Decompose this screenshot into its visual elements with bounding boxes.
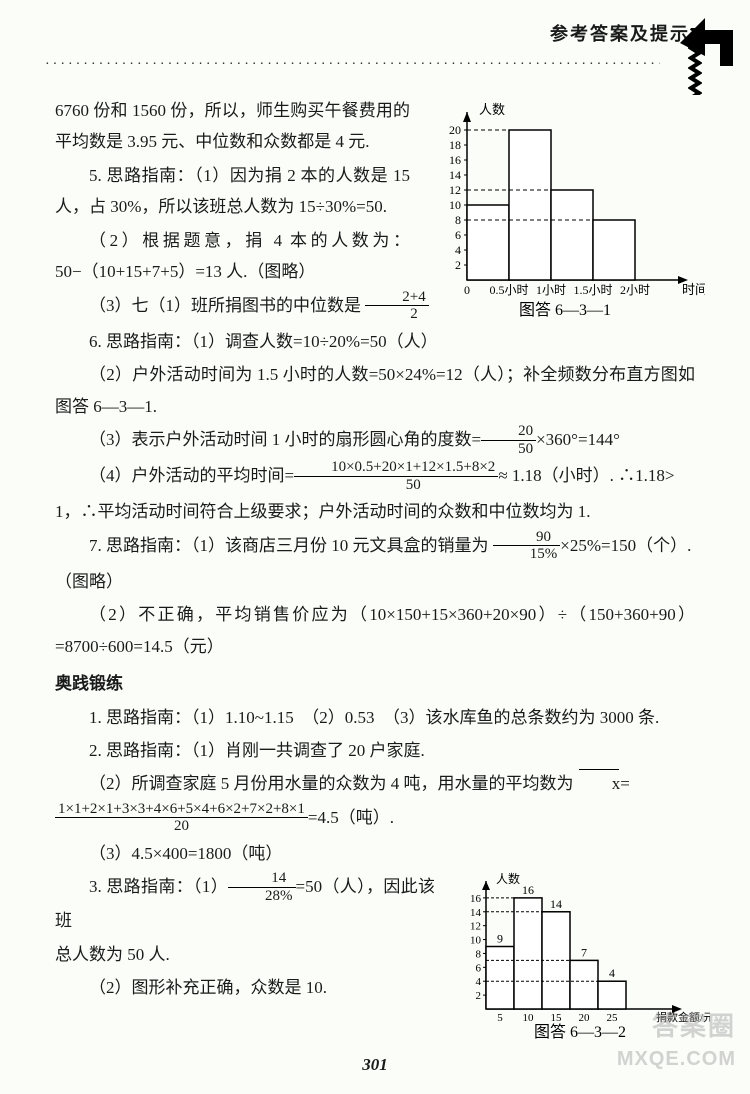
paragraph: （2）户外活动时间为 1.5 小时的人数=50×24%=12（人）；补全频数分布…: [55, 359, 695, 422]
svg-text:16: 16: [449, 153, 461, 167]
text-fragment: ×360°=144°: [536, 430, 620, 449]
paragraph: （图略）: [55, 566, 695, 597]
paragraph: 7. 思路指南：（1）该商店三月份 10 元文具盒的销量为 9015%×25%=…: [55, 530, 695, 564]
fraction: 1×1+2×1+3×3+4×6+5×4+6×2+7×2+8×120: [55, 801, 308, 835]
paragraph: 3. 思路指南：（1）1428%=50（人），因此该班: [55, 871, 435, 937]
paragraph: 1. 思路指南：（1）1.10~1.15 （2）0.53 （3）该水库鱼的总条数…: [55, 702, 695, 733]
paragraph: 1，∴平均活动时间符合上级要求；户外活动时间的众数和中位数均为 1.: [55, 496, 695, 527]
paragraph: （2）根据题意，捐 4 本的人数为：50−（10+15+7+5）=13 人.（图…: [55, 225, 410, 288]
text-fragment: （3）七（1）班所捐图书的中位数是: [89, 296, 365, 315]
fraction: 1428%: [228, 870, 296, 904]
svg-text:4: 4: [455, 243, 461, 257]
svg-text:20: 20: [579, 1012, 591, 1024]
page-content: 246810121416182000.5小时1小时1.5小时2小时人数时间图答 …: [55, 95, 695, 1054]
fraction: 2+42: [365, 289, 428, 323]
fraction: 10×0.5+20×1+12×1.5+8×250: [294, 459, 498, 493]
svg-text:1小时: 1小时: [536, 283, 566, 297]
paragraph: （2）所调查家庭 5 月份用水量的众数为 4 吨，用水量的平均数为 x=: [55, 768, 695, 799]
svg-text:7: 7: [581, 945, 587, 959]
svg-text:14: 14: [449, 168, 461, 182]
paragraph: （2）图形补充正确，众数是 10.: [55, 972, 435, 1003]
paragraph: 6760 份和 1560 份，所以，师生购买午餐费用的平均数是 3.95 元、中…: [55, 95, 410, 158]
svg-text:12: 12: [470, 921, 481, 933]
paragraph: （2）不正确，平均销售价应为（10×150+15×360+20×90）÷（150…: [55, 599, 695, 662]
svg-text:图答 6—3—1: 图答 6—3—1: [519, 301, 611, 319]
fraction: 2050: [481, 423, 536, 457]
svg-text:5: 5: [497, 1012, 503, 1024]
svg-text:18: 18: [449, 138, 461, 152]
paragraph: （3）4.5×400=1800（吨）: [55, 838, 435, 869]
text-fragment: =4.5（吨）.: [308, 808, 394, 827]
text-fragment: =: [620, 774, 630, 793]
svg-text:14: 14: [470, 907, 482, 919]
text-fragment: （4）户外活动的平均时间=: [89, 466, 294, 485]
section-heading: 奥践锻练: [55, 668, 695, 699]
svg-text:16: 16: [522, 883, 534, 897]
svg-text:8: 8: [455, 213, 461, 227]
svg-text:时间: 时间: [682, 282, 705, 297]
paragraph: 6. 思路指南：（1）调查人数=10÷20%=50（人）: [55, 326, 695, 357]
histogram-6-3-1: 2468101214161820 0 0.5小时 1小时 1.5小时 2小时 人数时间图答 …: [425, 95, 705, 320]
svg-text:4: 4: [609, 966, 615, 980]
text-fragment: 7. 思路指南：（1）该商店三月份 10 元文具盒的销量为: [89, 536, 493, 555]
svg-text:25: 25: [607, 1012, 619, 1024]
svg-text:16: 16: [470, 893, 482, 905]
paragraph: 总人数为 50 人.: [55, 939, 435, 970]
text-fragment: 3. 思路指南：（1）: [89, 877, 228, 896]
svg-text:12: 12: [449, 183, 461, 197]
paragraph: 2. 思路指南：（1）肖刚一共调查了 20 户家庭.: [55, 735, 695, 766]
svg-text:10: 10: [449, 198, 461, 212]
svg-text:14: 14: [550, 897, 562, 911]
fraction: 9015%: [493, 529, 561, 563]
header-title: 参考答案及提示: [550, 18, 690, 51]
svg-text:2: 2: [455, 258, 461, 272]
arrow-icon: [675, 8, 735, 68]
svg-text:20: 20: [449, 123, 461, 137]
text-fragment: ≈ 1.18（小时）. ∴1.18>: [498, 466, 674, 485]
dotted-separator: ········································…: [45, 52, 660, 66]
text-fragment: （3）表示户外活动时间 1 小时的扇形圆心角的度数=: [89, 430, 481, 449]
text-fragment: ×25%=150（个）.: [560, 536, 691, 555]
svg-text:8: 8: [476, 948, 482, 960]
svg-text:15: 15: [551, 1012, 563, 1024]
x-bar-symbol: x: [578, 768, 621, 799]
svg-text:6: 6: [476, 962, 482, 974]
svg-text:6: 6: [455, 228, 461, 242]
paragraph: （3）表示户外活动时间 1 小时的扇形圆心角的度数=2050×360°=144°: [55, 424, 695, 458]
text-fragment: （2）所调查家庭 5 月份用水量的众数为 4 吨，用水量的平均数为: [89, 774, 578, 793]
svg-text:10: 10: [523, 1012, 535, 1024]
watermark-en: MXQE.COM: [617, 1041, 736, 1078]
svg-text:0: 0: [464, 283, 470, 297]
svg-text:2: 2: [476, 990, 482, 1002]
svg-text:10: 10: [470, 935, 482, 947]
svg-text:0.5小时: 0.5小时: [489, 283, 528, 297]
svg-text:2小时: 2小时: [620, 283, 650, 297]
svg-text:9: 9: [497, 932, 503, 946]
paragraph: 5. 思路指南：（1）因为捐 2 本的人数是 15 人，占 30%，所以该班总人…: [55, 160, 410, 223]
svg-text:4: 4: [476, 976, 482, 988]
svg-text:人数: 人数: [496, 871, 520, 886]
svg-text:1.5小时: 1.5小时: [573, 283, 612, 297]
svg-text:图答 6—3—2: 图答 6—3—2: [534, 1023, 626, 1041]
paragraph: （4）户外活动的平均时间=10×0.5+20×1+12×1.5+8×250≈ 1…: [55, 460, 695, 494]
svg-text:人数: 人数: [479, 102, 505, 117]
paragraph: 1×1+2×1+3×3+4×6+5×4+6×2+7×2+8×120=4.5（吨）…: [55, 802, 435, 836]
